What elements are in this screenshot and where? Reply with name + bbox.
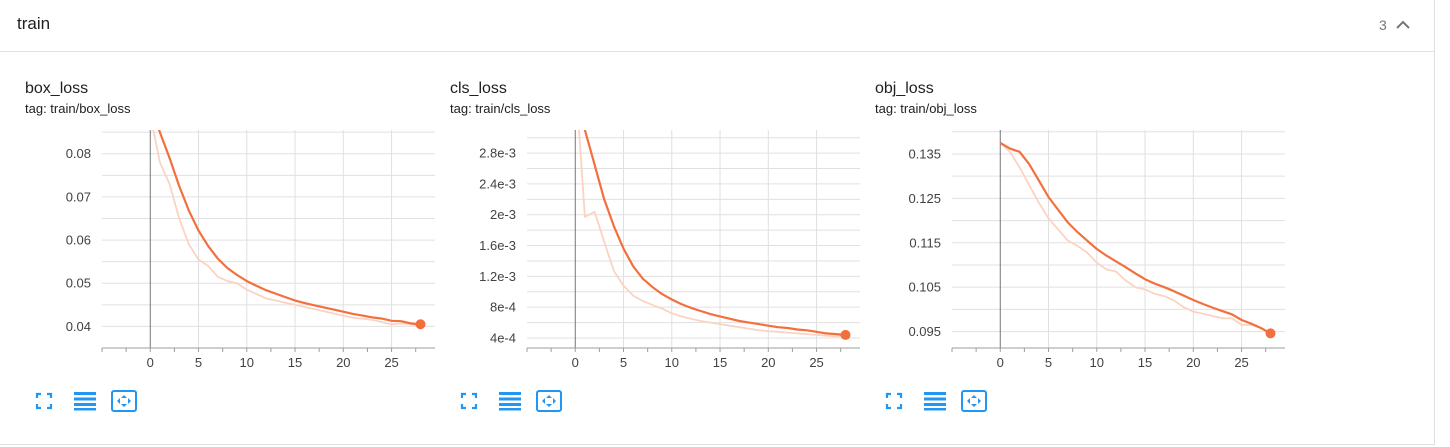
x-tick-label: 10 [1090, 355, 1104, 370]
scalar-card-obj-loss: obj_loss tag: train/obj_loss 0.095 0.105 0… [875, 53, 1300, 423]
smoothed-series-line [158, 130, 421, 326]
x-tick-label: 0 [572, 355, 579, 370]
x-tick-label: 20 [1186, 355, 1200, 370]
last-point-marker [415, 319, 426, 330]
x-tick-label: 20 [761, 355, 775, 370]
raw-series-line [578, 130, 846, 338]
x-tick-label: 5 [195, 355, 202, 370]
chevron-up-icon[interactable] [1393, 15, 1413, 35]
fit-to-domain-icon[interactable] [111, 388, 137, 414]
x-tick-label: 5 [620, 355, 627, 370]
y-tick-label: 0.125 [908, 191, 941, 206]
y-tick-label: 8e-4 [490, 300, 516, 315]
line-chart[interactable]: 4e-4 8e-4 1.2e-3 1.6e-3 2e-3 2.4e-3 2.8e-3 0 5 10… [450, 123, 875, 375]
x-tick-label: 25 [384, 355, 398, 370]
y-tick-label: 0.07 [66, 189, 91, 204]
card-tag: tag: train/cls_loss [450, 101, 551, 116]
x-tick-label: 10 [665, 355, 679, 370]
fullscreen-icon[interactable] [456, 388, 482, 414]
y-tick-label: 0.05 [66, 276, 91, 291]
fit-to-domain-icon[interactable] [536, 388, 562, 414]
last-point-marker [1265, 328, 1276, 339]
card-title: obj_loss [875, 80, 934, 97]
y-tick-label: 4e-4 [490, 330, 516, 345]
smoothed-series-line [583, 130, 846, 336]
group-count: 3 [1379, 17, 1387, 33]
x-tick-label: 0 [997, 355, 1004, 370]
fullscreen-icon[interactable] [31, 388, 57, 414]
y-tick-label: 0.06 [66, 233, 91, 248]
y-tick-label: 2e-3 [490, 207, 516, 222]
line-chart[interactable]: 0.095 0.105 0.115 0.125 0.135 0 5 10 15 20 25 [875, 123, 1300, 375]
x-tick-label: 25 [809, 355, 823, 370]
card-tag: tag: train/obj_loss [875, 101, 977, 116]
x-tick-label: 15 [1138, 355, 1152, 370]
data-table-icon[interactable] [922, 388, 948, 414]
fit-to-domain-icon[interactable] [961, 388, 987, 414]
y-tick-label: 0.04 [66, 319, 91, 334]
group-title: train [17, 14, 51, 33]
card-tag: tag: train/box_loss [25, 101, 131, 116]
y-tick-label: 2.4e-3 [479, 176, 516, 191]
x-tick-label: 15 [288, 355, 302, 370]
group-header[interactable]: train 3 [0, 0, 1434, 52]
x-tick-label: 5 [1045, 355, 1052, 370]
raw-series-line [152, 130, 421, 327]
smoothed-series-line [999, 141, 1272, 335]
line-chart[interactable]: 0.04 0.05 0.06 0.07 0.08 0 5 10 15 20 25 [25, 123, 450, 375]
y-tick-label: 0.115 [909, 235, 941, 250]
x-tick-label: 10 [240, 355, 254, 370]
y-tick-label: 0.095 [908, 324, 941, 339]
x-tick-label: 0 [147, 355, 154, 370]
fullscreen-icon[interactable] [881, 388, 907, 414]
y-tick-label: 0.135 [908, 146, 941, 161]
scalar-card-box-loss: box_loss tag: train/box_loss 0.04 0.05 0.0… [25, 53, 450, 423]
data-table-icon[interactable] [72, 388, 98, 414]
raw-series-line [999, 142, 1271, 334]
card-title: box_loss [25, 80, 89, 97]
last-point-marker [840, 329, 851, 340]
scalar-card-cls-loss: cls_loss tag: train/cls_loss 4e-4 8e-4 1.2… [450, 53, 875, 423]
y-tick-label: 1.2e-3 [479, 269, 516, 284]
x-tick-label: 15 [713, 355, 727, 370]
x-tick-label: 25 [1234, 355, 1248, 370]
y-tick-label: 0.105 [908, 280, 941, 295]
card-title: cls_loss [450, 80, 507, 97]
x-tick-label: 20 [336, 355, 350, 370]
y-tick-label: 1.6e-3 [479, 238, 516, 253]
y-tick-label: 0.08 [66, 146, 91, 161]
data-table-icon[interactable] [497, 388, 523, 414]
y-tick-label: 2.8e-3 [479, 146, 516, 161]
